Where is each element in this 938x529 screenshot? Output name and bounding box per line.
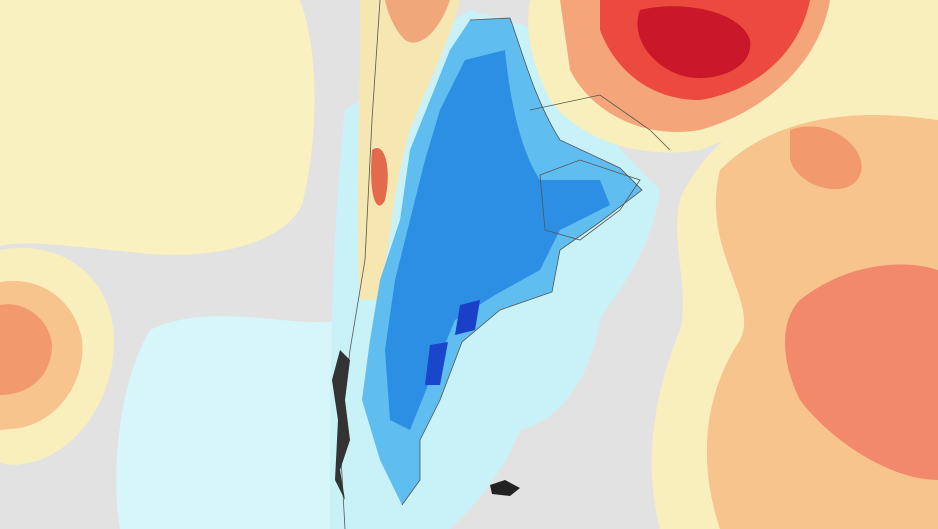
cold-anomaly-core-2	[425, 342, 448, 385]
cold-anomaly-argentina-mid	[385, 50, 610, 430]
warm-anomaly-andes	[357, 0, 460, 300]
cool-anomaly-pacific	[116, 316, 345, 529]
cold-anomaly-core-1	[455, 300, 480, 335]
warm-anomaly-andes-core	[371, 148, 388, 206]
chile-archipelago	[332, 350, 350, 500]
warm-anomaly-atlantic-core	[785, 264, 938, 480]
warm-anomaly-west-core	[0, 304, 52, 395]
warm-anomaly-pacific	[0, 0, 315, 255]
coastline	[401, 17, 643, 506]
warm-anomaly-andes-north	[385, 0, 450, 43]
warm-anomaly-atlantic-streak	[790, 126, 862, 190]
uruguay-border	[539, 159, 641, 241]
falkland-islands	[490, 480, 520, 496]
brazil-border	[529, 94, 671, 151]
warm-anomaly-brazil-core	[637, 6, 751, 79]
